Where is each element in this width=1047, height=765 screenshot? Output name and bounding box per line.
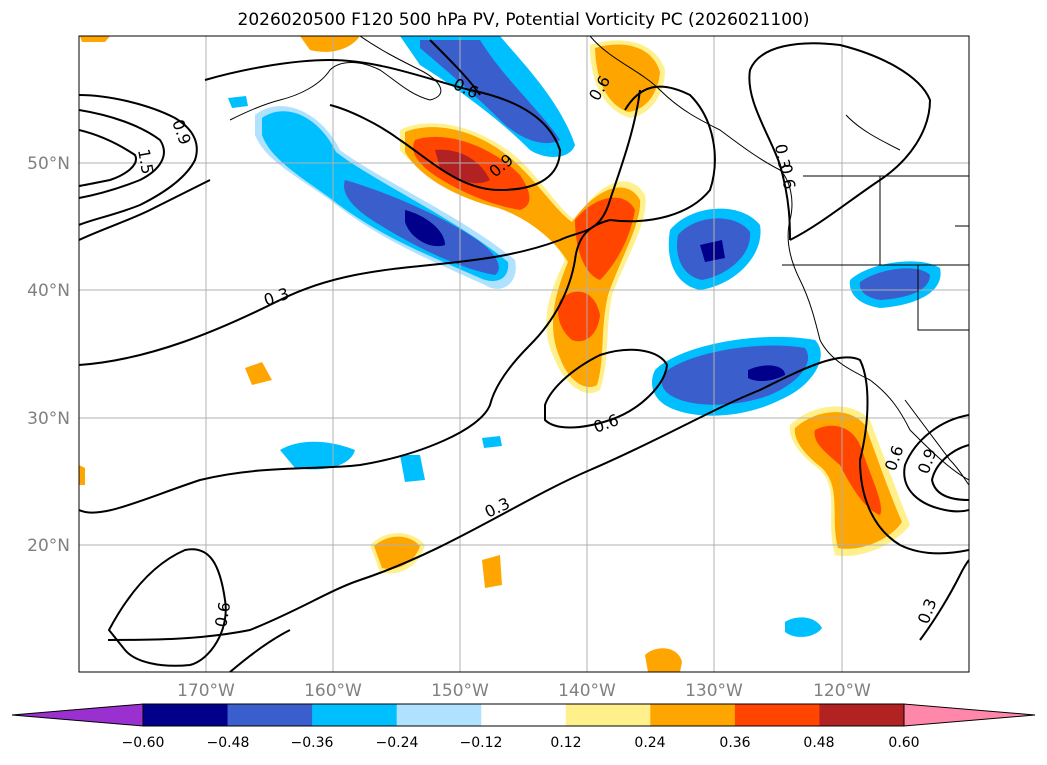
lon-label-130w: 130°W <box>685 681 743 701</box>
negative-anomaly-region <box>859 268 930 300</box>
negative-anomaly-patch <box>482 436 502 448</box>
colorbar-cell <box>143 704 229 726</box>
contour-line <box>204 58 562 192</box>
positive-anomaly-region <box>558 291 600 342</box>
pv-contours <box>79 39 969 672</box>
colorbar-extend-left <box>11 703 144 727</box>
lon-label-120w: 120°W <box>813 681 871 701</box>
contour-line <box>79 89 641 366</box>
positive-anomaly-patch <box>80 36 110 42</box>
contour-line <box>429 39 481 96</box>
lon-label-150w: 150°W <box>431 681 489 701</box>
positive-anomaly-patch <box>482 555 502 588</box>
positive-anomaly-region <box>595 44 660 112</box>
lat-label-50n: 50°N <box>27 154 70 174</box>
map-frame <box>78 35 970 673</box>
lon-label-160w: 160°W <box>304 681 362 701</box>
colorbar-tick: −0.60 <box>122 735 165 751</box>
colorbar-cell <box>312 704 398 726</box>
negative-anomaly-patch <box>280 441 355 470</box>
contour-line <box>79 109 165 199</box>
contour-line <box>79 85 716 514</box>
contour-line <box>748 42 932 241</box>
colorbar-tick: −0.24 <box>376 735 419 751</box>
lon-label-140w: 140°W <box>558 681 616 701</box>
contour-line <box>544 348 669 429</box>
positive-anomaly-patch <box>79 465 85 485</box>
colorbar-tick: 0.24 <box>634 735 665 751</box>
contour-line <box>107 356 969 641</box>
contour-line <box>930 444 969 501</box>
colorbar-extend-right <box>903 703 1036 727</box>
colorbar-cell <box>819 704 905 726</box>
lat-label-20n: 20°N <box>27 536 70 556</box>
colorbar-frame <box>142 703 905 727</box>
colorbar-cell <box>734 704 820 726</box>
positive-anomaly-region <box>575 197 635 280</box>
negative-anomaly-core <box>700 240 725 262</box>
lon-label-170w: 170°W <box>177 681 235 701</box>
colorbar-cell <box>396 704 482 726</box>
colorbar-tick: 0.60 <box>888 735 919 751</box>
positive-anomaly-patch <box>645 648 682 672</box>
longitude-labels: 170°W 160°W 150°W 140°W 130°W 120°W <box>177 681 871 701</box>
colorbar-tick: −0.12 <box>460 735 503 751</box>
latitude-labels: 50°N 40°N 30°N 20°N <box>27 154 70 556</box>
colorbar-tick: −0.48 <box>207 735 250 751</box>
negative-anomaly-patch <box>785 617 822 637</box>
colorbar-tick: 0.48 <box>803 735 834 751</box>
contour-line <box>903 414 969 513</box>
map-title: 2026020500 F120 500 hPa PV, Potential Vo… <box>237 10 810 30</box>
negative-anomaly-region <box>661 345 809 405</box>
contour-line <box>79 94 198 226</box>
contour-line <box>919 559 969 641</box>
contour-line <box>79 179 211 241</box>
contour-line <box>229 629 291 672</box>
colorbar-cell <box>650 704 736 726</box>
positive-anomaly-patch <box>245 362 272 385</box>
negative-anomaly-patch <box>228 96 248 108</box>
colorbar-cell <box>227 704 313 726</box>
coastlines <box>229 36 969 486</box>
negative-anomaly-patch <box>400 455 425 482</box>
contour-label: 1.5 <box>134 147 157 175</box>
contour-label: 0.3 <box>771 142 794 170</box>
contour-label: 0.6 <box>776 162 799 190</box>
negative-anomaly-core <box>405 210 445 247</box>
positive-anomaly-core <box>435 149 490 184</box>
colorbar-cell <box>481 704 567 726</box>
positive-anomaly-region <box>300 36 360 52</box>
contour-line <box>107 548 227 667</box>
contour-line <box>79 129 137 187</box>
colorbar-tick: 0.36 <box>719 735 750 751</box>
pv-shading <box>79 36 941 672</box>
colorbar-tick: −0.36 <box>291 735 334 751</box>
colorbar-cell <box>565 704 651 726</box>
lat-label-40n: 40°N <box>27 281 70 301</box>
colorbar: −0.60 −0.48 −0.36 −0.24 −0.12 0.12 0.24 … <box>11 703 1036 751</box>
graticule <box>79 36 969 672</box>
contour-label: 0.6 <box>211 600 234 628</box>
colorbar-tick: 0.12 <box>550 735 581 751</box>
negative-anomaly-core <box>748 365 785 382</box>
lat-label-30n: 30°N <box>27 409 70 429</box>
